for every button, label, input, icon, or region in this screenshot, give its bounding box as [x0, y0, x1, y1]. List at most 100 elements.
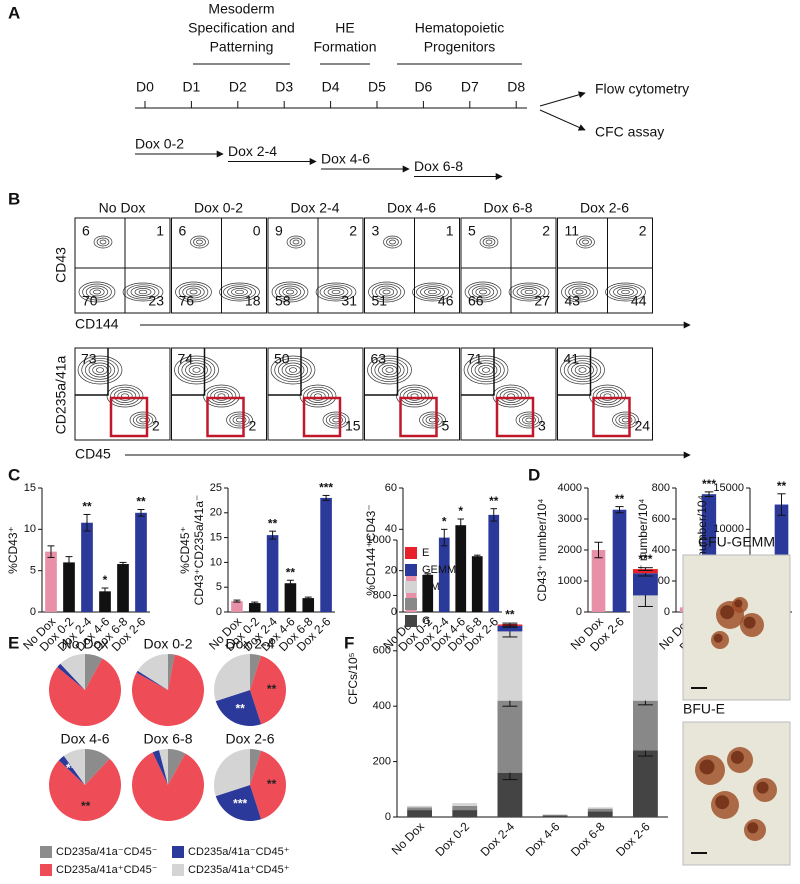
- y-axis-label: %CD43⁺: [6, 526, 20, 574]
- bar-segment: [632, 700, 658, 751]
- significance: **: [489, 494, 499, 508]
- gate-value: 73: [81, 351, 97, 367]
- contour: [122, 282, 164, 302]
- significance: **: [777, 479, 787, 493]
- bar: [63, 562, 75, 612]
- plot-frame: [364, 217, 460, 314]
- contour: [524, 289, 534, 295]
- contour: [270, 355, 316, 385]
- pie-slice: [250, 654, 262, 690]
- quadrant-value: 43: [565, 293, 581, 309]
- significance: **: [82, 500, 92, 514]
- contour: [467, 357, 505, 383]
- contour: [192, 367, 201, 373]
- bar: [45, 551, 57, 612]
- column-title: Dox 0-2: [194, 200, 243, 216]
- bar: [231, 601, 243, 612]
- panel-label: E: [8, 633, 19, 652]
- pie-slice: [250, 655, 286, 725]
- bar: [422, 574, 434, 612]
- pie-slice: [85, 749, 110, 785]
- legend-label: CD235a/41a⁺CD45⁻: [56, 864, 158, 876]
- quadrant-value: 27: [534, 293, 550, 309]
- quadrant-value: 2: [542, 223, 550, 239]
- contour: [371, 283, 402, 301]
- significance: *: [103, 573, 108, 587]
- output-label: Flow cytometry: [595, 81, 689, 97]
- contour: [512, 284, 546, 300]
- y-axis-label: %CD144⁺CD43⁻: [364, 504, 378, 595]
- photo-label: BFU-E: [683, 701, 725, 717]
- y-tick-label: 15000: [713, 482, 744, 494]
- gate-value: 2: [249, 418, 257, 434]
- gate-value: 2: [152, 418, 160, 434]
- contour: [185, 362, 208, 378]
- y-tick-label: 20: [385, 565, 397, 577]
- colony-core: [730, 750, 744, 764]
- bar-segment: [497, 631, 523, 701]
- y-tick-label: 600: [652, 513, 670, 525]
- y-tick-label: 10: [210, 556, 222, 568]
- contour: [609, 284, 642, 300]
- legend-swatch: [405, 581, 417, 593]
- contour: [329, 415, 343, 425]
- quadrant-value: 44: [631, 293, 647, 309]
- contour: [475, 287, 491, 297]
- legend-label: CD235a/41a⁺CD45⁺: [188, 864, 290, 876]
- contour: [85, 285, 109, 299]
- contour: [463, 355, 509, 385]
- bar-segment: [632, 750, 658, 817]
- contour: [282, 287, 298, 297]
- bar: [438, 537, 450, 612]
- contour: [117, 391, 133, 401]
- y-tick-label: 800: [652, 482, 670, 494]
- y-tick-label: 15: [24, 482, 36, 494]
- gate-value: 50: [274, 351, 290, 367]
- contour: [106, 384, 144, 408]
- contour: [389, 239, 396, 245]
- bar: [320, 497, 332, 612]
- contour: [181, 360, 212, 380]
- pie-slice: [60, 654, 85, 690]
- contour: [286, 289, 294, 295]
- gate: [557, 348, 592, 396]
- column-title: Dox 6-8: [483, 200, 532, 216]
- contour: [178, 283, 209, 301]
- bar: [488, 514, 500, 612]
- contour: [522, 415, 536, 425]
- gate-value: 63: [371, 351, 387, 367]
- contour: [420, 286, 445, 298]
- contour: [310, 391, 326, 401]
- contour: [575, 289, 584, 295]
- legend-label: CD235a/41a⁻CD45⁻: [56, 846, 158, 858]
- contour: [496, 386, 526, 406]
- contour: [99, 239, 107, 245]
- bar-segment: [407, 807, 433, 811]
- pie-slice: [250, 749, 262, 785]
- contour: [617, 288, 634, 296]
- gate: [171, 348, 206, 396]
- contour: [78, 281, 116, 303]
- y-tick-label: 0: [216, 606, 222, 618]
- contour: [325, 413, 347, 427]
- contour: [306, 389, 330, 403]
- contour: [482, 237, 496, 247]
- contour: [271, 281, 309, 303]
- legend-label: M: [422, 598, 431, 610]
- plot-frame: [557, 217, 653, 314]
- contour: [564, 283, 595, 301]
- colony-core: [756, 781, 769, 794]
- quadrant-value: 70: [82, 293, 98, 309]
- y-tick-label: 0: [30, 606, 36, 618]
- contour: [175, 281, 212, 303]
- quadrant-value: 2: [639, 223, 647, 239]
- contour: [331, 289, 341, 295]
- contour: [422, 413, 443, 427]
- legend-swatch: [40, 846, 52, 858]
- contour: [481, 367, 491, 373]
- y-tick-label: 60: [385, 482, 397, 494]
- contour: [286, 235, 306, 249]
- bar-segment: [452, 805, 478, 811]
- contour: [592, 386, 623, 406]
- legend-label: E: [422, 547, 429, 559]
